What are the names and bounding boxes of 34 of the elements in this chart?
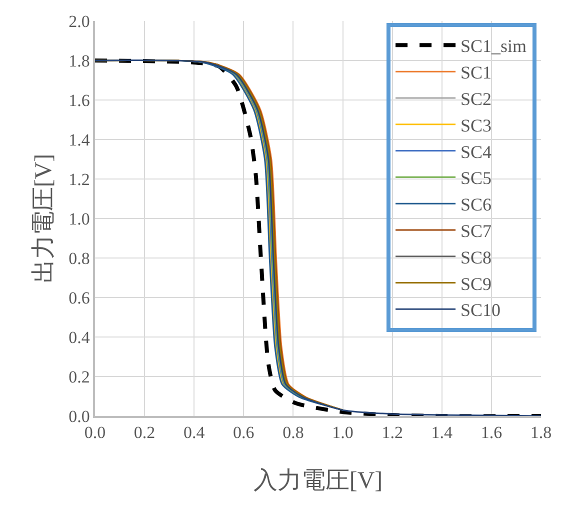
legend-label: SC9	[460, 274, 492, 294]
x-tick-label: 1.2	[382, 423, 403, 442]
x-tick-label: 1.6	[480, 423, 502, 442]
legend-label: SC10	[460, 300, 501, 320]
legend-label: SC5	[460, 168, 492, 188]
y-tick-label: 1.0	[68, 209, 90, 228]
legend-label: SC4	[460, 142, 492, 162]
x-tick-label: 0.0	[84, 423, 106, 442]
y-tick-label: 2.0	[68, 12, 90, 31]
x-tick-label: 0.8	[282, 423, 304, 442]
legend-label: SC8	[460, 247, 492, 268]
legend-label: SC6	[460, 194, 492, 215]
legend-label: SC3	[460, 115, 492, 136]
x-tick-label: 1.4	[431, 423, 454, 442]
legend-label: SC7	[460, 220, 492, 241]
x-tick-label: 0.2	[134, 423, 156, 442]
legend-label: SC2	[460, 88, 492, 109]
y-axis-title: 出力電圧[V]	[31, 154, 58, 284]
x-axis-title: 入力電圧[V]	[253, 466, 383, 494]
x-tick-label: 1.8	[530, 423, 552, 442]
legend-label: SC1	[460, 62, 492, 83]
x-tick-label: 1.0	[332, 423, 354, 442]
y-tick-label: 0.4	[68, 328, 90, 347]
x-tick-label: 0.6	[233, 423, 254, 442]
y-tick-label: 0.0	[68, 406, 90, 426]
y-tick-label: 1.6	[68, 90, 90, 110]
y-tick-label: 0.2	[68, 367, 90, 386]
legend-label: SC1_sim	[460, 36, 527, 56]
x-tick-label: 0.4	[183, 423, 206, 442]
y-tick-label: 0.8	[68, 248, 90, 268]
y-tick-label: 1.8	[68, 51, 90, 70]
y-tick-label: 1.4	[68, 130, 90, 150]
y-tick-label: 1.2	[68, 170, 90, 189]
y-tick-label: 0.6	[68, 288, 90, 308]
